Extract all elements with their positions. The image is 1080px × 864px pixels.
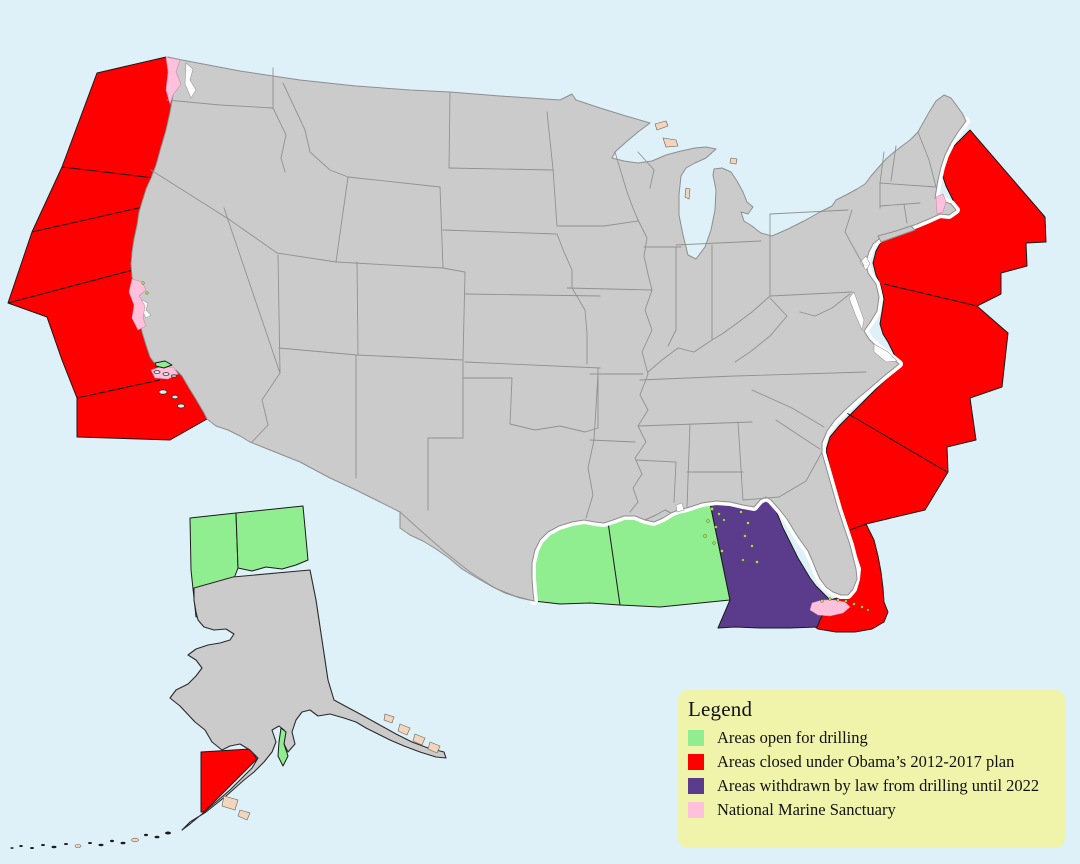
pacific-planning-boundary-1	[61, 166, 155, 179]
channel-island-6	[176, 403, 185, 409]
marine-sanctuaries	[128, 56, 947, 617]
sanctuary-stellwagen-bank	[935, 193, 947, 215]
sanctuary-central-california	[128, 278, 147, 331]
santa-barbara-open-sliver	[154, 360, 173, 369]
withdrawn-area-swatch	[688, 777, 704, 794]
channel-island-1	[153, 370, 161, 374]
legend-item-sanctuary: National Marine Sanctuary	[688, 801, 1055, 818]
alaska-landmass	[169, 569, 447, 831]
pacific-planning-boundary-4	[76, 379, 161, 399]
kodiak-island	[221, 795, 239, 811]
legend-title: Legend	[688, 697, 753, 721]
channel-island-4	[158, 389, 168, 395]
closed-area-swatch	[688, 753, 704, 770]
legend-label: National Marine Sanctuary	[717, 800, 896, 819]
legend-item-closed: Areas closed under Obama’s 2012-2017 pla…	[688, 753, 1055, 770]
atlantic-planning-boundary-1	[883, 283, 978, 307]
door-peninsula-island	[684, 187, 691, 200]
lake-islands	[654, 120, 738, 200]
sanctuary-florida-keys	[809, 599, 851, 617]
legend: Legend Areas open for drilling Areas clo…	[678, 690, 1065, 848]
chesapeake-bay	[848, 291, 865, 331]
long-island	[877, 225, 916, 243]
puget-sound	[184, 62, 197, 99]
channel-island-2	[162, 372, 170, 376]
mobile-bay	[675, 502, 685, 513]
offshore-areas	[7, 56, 1047, 633]
gulf-withdrawn-open-specks	[703, 507, 759, 564]
gulf-open-divider	[607, 521, 621, 606]
atlantic-planning-boundary-3	[849, 523, 867, 531]
alaska-beaufort-open-area	[235, 505, 309, 572]
conus-landmass	[130, 56, 967, 602]
legend-label: Areas closed under Obama’s 2012-2017 pla…	[717, 752, 1015, 771]
delaware-bay	[859, 255, 871, 271]
sanctuary-swatch	[688, 801, 704, 818]
pacific-planning-boundary-2	[31, 206, 144, 233]
rio-grande-border	[399, 511, 535, 602]
aleutian-islands	[10, 831, 171, 849]
keweenaw-sliver	[662, 137, 679, 148]
pacific-planning-boundary-3	[7, 269, 134, 304]
coastal-bays	[140, 62, 898, 513]
isle-royale	[654, 120, 669, 131]
sanctuary-olympic-coast	[165, 56, 182, 106]
open-area-swatch	[688, 729, 704, 746]
legend-label: Areas open for drilling	[717, 728, 868, 747]
alaska-inset	[10, 505, 447, 849]
atlantic-planning-boundary-2	[844, 411, 948, 473]
legend-label: Areas withdrawn by law from drilling unt…	[717, 776, 1040, 795]
alaska-cook-inlet-open-area	[277, 727, 289, 767]
channel-island-3	[171, 374, 177, 378]
legend-item-open: Areas open for drilling	[688, 729, 1055, 746]
small-islands-and-slivers	[141, 281, 870, 612]
state-borders	[150, 67, 937, 519]
legend-item-withdrawn: Areas withdrawn by law from drilling unt…	[688, 777, 1055, 794]
alaska-southeast-archipelago	[221, 713, 441, 821]
channel-island-5	[171, 394, 179, 400]
pamlico-sound	[873, 343, 898, 363]
st-joseph-island	[729, 157, 738, 165]
